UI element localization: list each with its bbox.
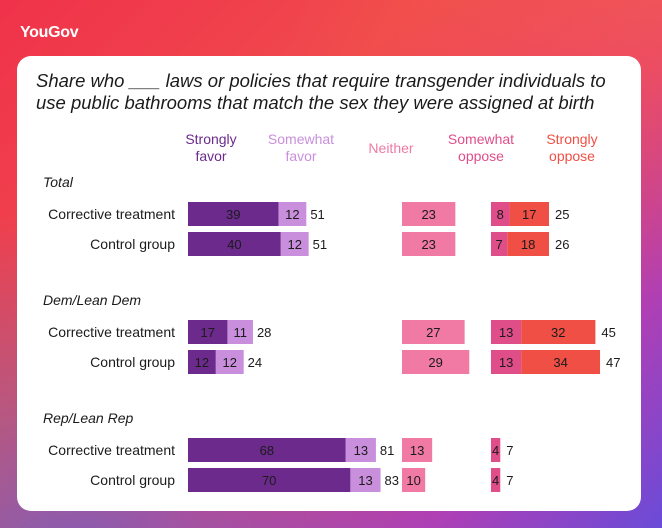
row-label: Control group [90, 236, 175, 252]
bar-neither [402, 468, 426, 492]
bar-strongly-oppose [509, 202, 549, 226]
value-strongly-favor: 70 [262, 473, 276, 488]
bar-somewhat-oppose [491, 468, 501, 492]
bar-strongly-oppose [521, 320, 596, 344]
bar-somewhat-oppose [491, 232, 508, 256]
bar-strongly-favor [188, 350, 216, 374]
bar-strongly-oppose [521, 350, 601, 374]
bar-somewhat-oppose [491, 350, 522, 374]
value-oppose-total: 7 [506, 473, 513, 488]
value-oppose-total: 26 [555, 237, 569, 252]
row-label: Corrective treatment [48, 442, 175, 458]
row-label: Control group [90, 354, 175, 370]
value-neither: 29 [428, 355, 442, 370]
bar-somewhat-favor [215, 350, 244, 374]
group-label: Total [43, 174, 73, 190]
group-label: Rep/Lean Rep [43, 410, 134, 426]
bar-strongly-favor [188, 468, 351, 492]
value-oppose-total: 7 [506, 443, 513, 458]
value-somewhat-oppose: 13 [499, 325, 513, 340]
value-neither: 23 [421, 237, 435, 252]
value-strongly-favor: 12 [195, 355, 209, 370]
value-oppose-total: 45 [601, 325, 615, 340]
bar-somewhat-favor [345, 438, 376, 462]
value-neither: 27 [426, 325, 440, 340]
chart-title: Share who ___ laws or policies that requ… [36, 70, 606, 113]
value-somewhat-oppose: 8 [497, 207, 504, 222]
bar-somewhat-oppose [491, 202, 510, 226]
bar-neither [402, 438, 433, 462]
value-favor-total: 51 [310, 207, 324, 222]
header-somewhat-favor: Somewhat favor [267, 131, 335, 164]
bar-neither [402, 202, 456, 226]
value-somewhat-oppose: 4 [492, 443, 499, 458]
value-somewhat-oppose: 7 [496, 237, 503, 252]
group-label: Dem/Lean Dem [43, 292, 142, 308]
value-strongly-oppose: 34 [553, 355, 567, 370]
value-somewhat-favor: 13 [354, 443, 368, 458]
bar-somewhat-oppose [491, 438, 501, 462]
value-somewhat-oppose: 13 [499, 355, 513, 370]
value-strongly-favor: 68 [260, 443, 274, 458]
value-somewhat-favor: 12 [287, 237, 301, 252]
bar-somewhat-favor [350, 468, 381, 492]
value-strongly-oppose: 17 [522, 207, 536, 222]
value-favor-total: 51 [313, 237, 327, 252]
bar-strongly-favor [188, 202, 279, 226]
value-favor-total: 81 [380, 443, 394, 458]
bar-strongly-favor [188, 320, 228, 344]
value-favor-total: 28 [257, 325, 271, 340]
value-favor-total: 83 [385, 473, 399, 488]
bar-strongly-favor [188, 232, 281, 256]
header-somewhat-oppose: Somewhat oppose [447, 131, 515, 164]
value-strongly-oppose: 32 [551, 325, 565, 340]
value-somewhat-oppose: 4 [492, 473, 499, 488]
bar-strongly-favor [188, 438, 346, 462]
value-somewhat-favor: 12 [223, 355, 237, 370]
bar-neither [402, 350, 470, 374]
header-strongly-oppose: Strongly oppose [546, 131, 598, 164]
value-somewhat-favor: 12 [285, 207, 299, 222]
bar-somewhat-favor [227, 320, 253, 344]
value-strongly-favor: 40 [227, 237, 241, 252]
header-strongly-favor: Strongly favor [185, 131, 237, 164]
value-oppose-total: 25 [555, 207, 569, 222]
bar-neither [402, 320, 465, 344]
header-neither: Neither [368, 140, 414, 156]
bar-somewhat-favor [280, 232, 309, 256]
row-label: Corrective treatment [48, 206, 175, 222]
yougov-logo: YouGov [20, 24, 79, 41]
bar-neither [402, 232, 456, 256]
row-label: Corrective treatment [48, 324, 175, 340]
value-somewhat-favor: 13 [358, 473, 372, 488]
value-strongly-oppose: 18 [521, 237, 535, 252]
value-strongly-favor: 17 [200, 325, 214, 340]
bar-somewhat-favor [278, 202, 307, 226]
bar-somewhat-oppose [491, 320, 522, 344]
value-favor-total: 24 [248, 355, 262, 370]
value-neither: 23 [421, 207, 435, 222]
value-somewhat-favor: 11 [233, 325, 247, 340]
chart-card [17, 56, 641, 511]
value-neither: 13 [410, 443, 424, 458]
value-strongly-favor: 39 [226, 207, 240, 222]
value-neither: 10 [406, 473, 420, 488]
row-label: Control group [90, 472, 175, 488]
value-oppose-total: 47 [606, 355, 620, 370]
bar-strongly-oppose [507, 232, 549, 256]
